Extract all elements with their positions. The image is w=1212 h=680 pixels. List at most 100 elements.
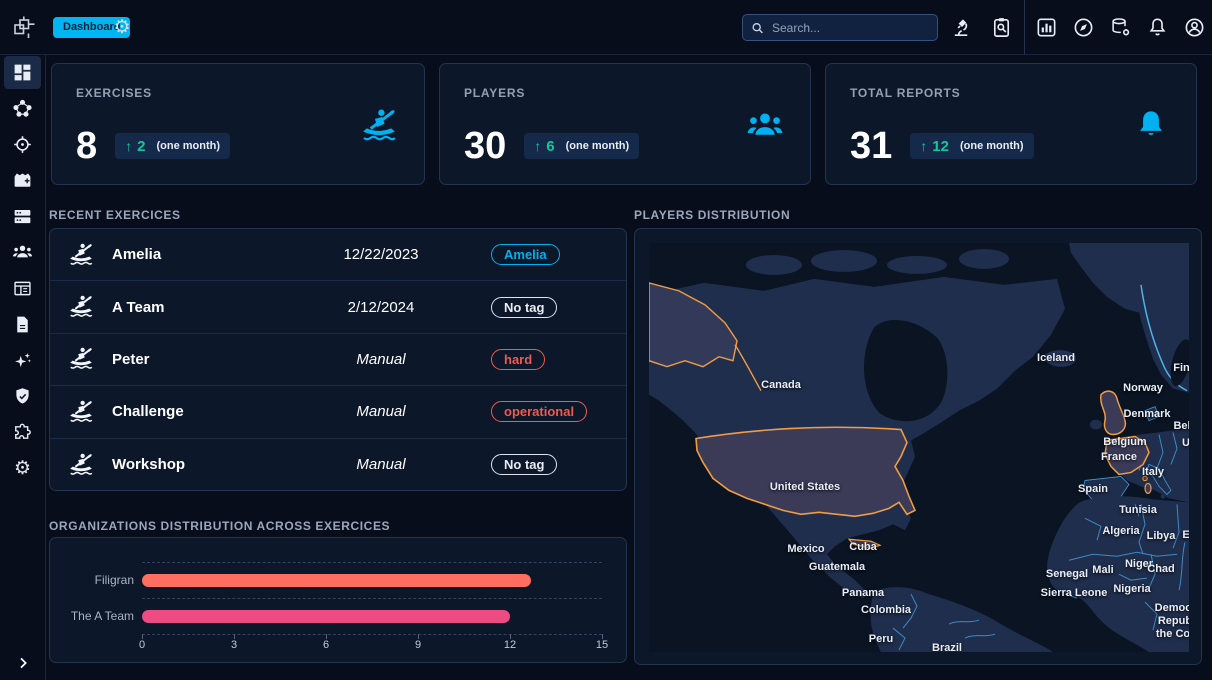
microscope-icon[interactable]	[950, 16, 973, 39]
document-icon	[17, 316, 28, 333]
exercise-date: 12/22/2023	[343, 246, 419, 264]
bar-chart-plot-area: 0 3 6 9 12 15	[139, 538, 608, 664]
sidebar-collapse-toggle[interactable]	[0, 648, 45, 678]
stat-value: 30	[464, 125, 507, 167]
tag-chip: operational	[491, 401, 588, 423]
insights-chart-icon[interactable]	[1035, 16, 1058, 39]
table-row[interactable]: Amelia 12/22/2023 Amelia	[50, 229, 626, 282]
axis-tick-mark	[602, 634, 603, 639]
settings-gear-icon: ⚙	[13, 458, 32, 479]
stat-value: 8	[76, 125, 98, 167]
search-icon	[752, 22, 763, 33]
dashboard-grid-icon	[14, 64, 31, 81]
gridline	[142, 562, 602, 563]
sidebar-item-puzzle[interactable]	[4, 416, 41, 449]
up-arrow-icon: ↑	[534, 138, 542, 154]
data-table-icon	[14, 281, 31, 296]
players-distribution-header: PLAYERS DISTRIBUTION	[634, 208, 791, 222]
bar-filigran	[142, 574, 532, 587]
hub-icon	[13, 99, 32, 117]
sidebar-item-sparkles[interactable]	[4, 344, 41, 377]
list-rows-icon	[14, 209, 31, 224]
sidebar-item-movie[interactable]	[4, 164, 41, 197]
stat-period: (one month)	[156, 140, 221, 152]
tag-chip: hard	[491, 348, 546, 370]
sidebar-item-target[interactable]	[4, 128, 41, 161]
sparkles-icon	[15, 353, 31, 368]
sidebar: ⚙	[0, 54, 46, 680]
exercise-date: Manual	[356, 350, 406, 368]
sidebar-item-groups[interactable]	[4, 236, 41, 269]
database-gear-icon[interactable]	[1109, 16, 1132, 39]
organizations-distribution-header: ORGANIZATIONS DISTRIBUTION ACROSS EXERCI…	[49, 519, 391, 533]
kayaking-icon	[69, 294, 94, 317]
stat-delta: 12	[932, 137, 949, 155]
axis-tick-label: 3	[230, 639, 238, 651]
axis-tick-label: 12	[503, 639, 517, 651]
search-input[interactable]	[770, 19, 929, 36]
axis-tick-mark	[510, 634, 511, 639]
shield-check-icon	[16, 388, 29, 404]
organizations-bar-chart: Filigran The A Team 0 3 6 9 12 15	[49, 537, 627, 663]
kayaking-icon	[69, 347, 94, 370]
movie-plus-icon	[14, 173, 31, 187]
tag-chip: No tag	[491, 454, 558, 476]
sidebar-item-hub[interactable]	[4, 92, 41, 125]
puzzle-icon	[15, 423, 31, 439]
table-row[interactable]: Peter Manual hard	[50, 334, 626, 387]
sidebar-item-settings[interactable]: ⚙	[4, 452, 41, 485]
topbar: Dashboard ⚙	[0, 0, 1212, 55]
axis-tick-mark	[142, 634, 143, 639]
sidebar-item-dashboard[interactable]	[4, 56, 41, 89]
stat-card-exercises: EXERCISES 8 ↑ 2 (one month)	[51, 63, 425, 185]
sidebar-item-rows[interactable]	[4, 200, 41, 233]
stat-delta-badge: ↑ 6 (one month)	[524, 133, 640, 159]
search-bar[interactable]	[742, 14, 938, 41]
stat-value: 31	[850, 125, 893, 167]
stat-delta: 6	[546, 137, 555, 155]
exercise-date: Manual	[356, 403, 406, 421]
gridline	[142, 634, 602, 635]
exercise-name: A Team	[112, 298, 165, 316]
kayaking-icon	[69, 399, 94, 422]
compass-icon[interactable]	[1072, 16, 1095, 39]
exercise-name: Challenge	[112, 403, 184, 421]
table-row[interactable]: Challenge Manual operational	[50, 386, 626, 439]
exercise-date: 2/12/2024	[347, 298, 415, 316]
bell-icon[interactable]	[1146, 16, 1169, 39]
stat-title: EXERCISES	[76, 86, 152, 100]
bell-icon	[1140, 111, 1162, 136]
table-row[interactable]: Workshop Manual No tag	[50, 439, 626, 491]
tag-chip: Amelia	[491, 244, 560, 266]
exercise-name: Amelia	[112, 246, 162, 264]
table-row[interactable]: A Team 2/12/2024 No tag	[50, 281, 626, 334]
stat-period: (one month)	[565, 140, 630, 152]
app-logo-icon[interactable]	[8, 12, 40, 44]
world-map: Canada United States Mexico Cuba Guatemala Pa…	[649, 243, 1189, 652]
recent-exercices-table: Amelia 12/22/2023 Amelia A Team 2/12/202…	[49, 228, 627, 491]
bar-category-label: Filigran	[94, 573, 134, 587]
sidebar-item-shield[interactable]	[4, 380, 41, 413]
dashboard-chip-button[interactable]: Dashboard	[53, 17, 131, 38]
stat-delta-badge: ↑ 12 (one month)	[910, 133, 1034, 159]
players-distribution-map-card: Canada United States Mexico Cuba Guatemala Pa…	[634, 228, 1202, 665]
target-icon	[14, 136, 31, 153]
up-arrow-icon: ↑	[920, 138, 928, 154]
groups-icon	[12, 245, 33, 258]
exercise-name: Peter	[112, 350, 150, 368]
kayaking-icon	[69, 452, 94, 475]
gear-icon[interactable]: ⚙	[113, 17, 131, 38]
axis-tick-mark	[418, 634, 419, 639]
sidebar-item-document[interactable]	[4, 308, 41, 341]
groups-icon	[747, 113, 783, 135]
clipboard-search-icon[interactable]	[990, 16, 1013, 39]
account-circle-icon[interactable]	[1183, 16, 1206, 39]
kayaking-icon	[362, 108, 397, 141]
stat-delta: 2	[137, 137, 146, 155]
topbar-quick-actions	[1035, 0, 1206, 54]
axis-tick-mark	[326, 634, 327, 639]
sidebar-item-table[interactable]	[4, 272, 41, 305]
stat-card-players: PLAYERS 30 ↑ 6 (one month)	[439, 63, 811, 185]
recent-exercices-header: RECENT EXERCICES	[49, 208, 181, 222]
